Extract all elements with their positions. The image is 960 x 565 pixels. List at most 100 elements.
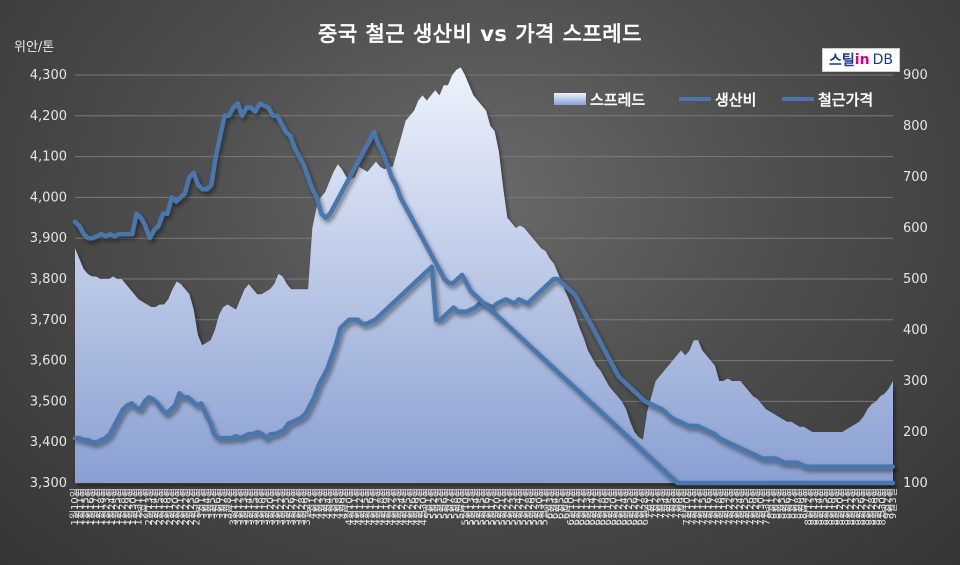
legend-spread-swatch — [554, 93, 586, 105]
x-tick-label: 3월18일 — [254, 488, 266, 526]
x-tick-label: 5월23일 — [507, 488, 519, 526]
x-tick-label: 6월26일 — [628, 488, 640, 526]
x-tick-label: 6월6일 — [560, 488, 572, 519]
x-tick-label: 6월5일 — [555, 488, 567, 519]
x-tick-label: 3월27일 — [291, 488, 303, 526]
x-tick-label: 4월19일 — [380, 488, 392, 526]
x-tick-label: 7월24일 — [734, 488, 746, 526]
x-tick-label: 1월11일 — [74, 488, 86, 526]
x-tick-label: 8월21일 — [840, 488, 852, 526]
x-tick-label: 2월13일 — [143, 488, 155, 526]
left-tick-label: 3,800 — [30, 272, 67, 287]
x-tick-label: 5월13일 — [465, 488, 477, 526]
x-tick-label: 8월8일 — [792, 488, 804, 519]
x-tick-label: 8월9일 — [797, 488, 809, 519]
x-tick-label: 2월1일 — [138, 488, 150, 519]
x-tick-label: 5월22일 — [502, 488, 514, 526]
x-tick-label: 7월29일 — [750, 488, 762, 526]
x-tick-label: 4월24일 — [396, 488, 408, 526]
x-tick-label: 1월17일 — [90, 488, 102, 526]
x-tick-label: 6월10일 — [565, 488, 577, 526]
x-tick-label: 3월11일 — [227, 488, 239, 526]
x-tick-label: 3월20일 — [264, 488, 276, 526]
x-tick-label: 6월24일 — [618, 488, 630, 526]
x-tick-label: 7월26일 — [745, 488, 757, 526]
x-tick-label: 8월20일 — [834, 488, 846, 526]
x-tick-label: 5월29일 — [528, 488, 540, 526]
x-tick-label: 7월5일 — [665, 488, 677, 519]
right-tick-label: 400 — [903, 323, 928, 338]
left-tick-label: 3,900 — [30, 231, 67, 246]
x-tick-label: 3월8일 — [222, 488, 234, 519]
x-tick-label: 1월28일 — [116, 488, 128, 526]
x-tick-label: 7월31일 — [760, 488, 772, 526]
price-line — [72, 101, 896, 486]
x-tick-label: 8월29일 — [871, 488, 883, 526]
x-tick-label: 7월10일 — [681, 488, 693, 526]
x-tick-label: 6월18일 — [597, 488, 609, 526]
x-tick-label: 7월11일 — [686, 488, 698, 526]
x-tick-label: 1월18일 — [95, 488, 107, 526]
left-tick-label: 4,300 — [30, 68, 67, 83]
x-tick-label: 6월12일 — [576, 488, 588, 526]
x-tick-label: 5월8일 — [449, 488, 461, 519]
x-tick-label: 1월15일 — [80, 488, 92, 526]
x-tick-label: 1월30일 — [127, 488, 139, 526]
x-tick-label: 7월23일 — [729, 488, 741, 526]
x-tick-label: 3월22일 — [275, 488, 287, 526]
x-tick-label: 4월30일 — [417, 488, 429, 526]
x-tick-label: 4월8일 — [333, 488, 345, 519]
x-tick-label: 6월25일 — [623, 488, 635, 526]
x-tick-label: 3월29일 — [301, 488, 313, 526]
x-tick-label: 3월28일 — [296, 488, 308, 526]
x-tick-label: 3월4일 — [201, 488, 213, 519]
x-tick-label: 2월26일 — [190, 488, 202, 526]
x-tick-label: 5월24일 — [512, 488, 524, 526]
x-tick-label: 7월1일 — [644, 488, 656, 519]
x-tick-label: 3월13일 — [238, 488, 250, 526]
x-tick-label: 7월19일 — [718, 488, 730, 526]
x-tick-label: 6월19일 — [602, 488, 614, 526]
x-tick-label: 3월26일 — [285, 488, 297, 526]
x-tick-label: 5월3일 — [433, 488, 445, 519]
left-tick-label: 3,600 — [30, 354, 67, 369]
x-tick-label: 1월25일 — [111, 488, 123, 526]
right-tick-label: 700 — [903, 170, 928, 185]
x-tick-label: 3월25일 — [280, 488, 292, 526]
x-tick-label: 1월16일 — [85, 488, 97, 526]
x-tick-label: 8월6일 — [781, 488, 793, 519]
x-tick-label: 5월28일 — [523, 488, 535, 526]
x-tick-label: 4월4일 — [322, 488, 334, 519]
x-tick-label: 7월4일 — [660, 488, 672, 519]
left-tick-label: 3,500 — [30, 394, 67, 409]
x-tick-label: 4월18일 — [375, 488, 387, 526]
x-tick-label: 4월5일 — [328, 488, 340, 519]
x-tick-label: 7월15일 — [697, 488, 709, 526]
x-tick-label: 2월25일 — [185, 488, 197, 526]
x-tick-label: 4월12일 — [354, 488, 366, 526]
x-tick-label: 7월22일 — [723, 488, 735, 526]
x-tick-label: 5월15일 — [475, 488, 487, 526]
x-tick-label: 8월23일 — [850, 488, 862, 526]
x-tick-label: 4월3일 — [317, 488, 329, 519]
x-tick-label: 9월2일 — [882, 488, 894, 519]
x-tick-label: 4월16일 — [365, 488, 377, 526]
x-tick-label: 3월5일 — [206, 488, 218, 519]
x-tick-label: 5월1일 — [423, 488, 435, 519]
x-tick-label: 6월17일 — [591, 488, 603, 526]
x-tick-label: 8월7일 — [787, 488, 799, 519]
x-tick-label: 7월16일 — [702, 488, 714, 526]
chart-title: 중국 철근 생산비 vs 가격 스프레드 — [318, 22, 642, 46]
legend-spread-label: 스프레드 — [590, 91, 645, 109]
x-tick-label: 3월19일 — [259, 488, 271, 526]
left-tick-label: 4,200 — [30, 109, 67, 124]
x-tick-label: 6월11일 — [570, 488, 582, 526]
right-tick-label: 900 — [903, 68, 928, 83]
x-tick-label: 5월21일 — [496, 488, 508, 526]
x-tick-label: 2월14일 — [148, 488, 160, 526]
spread-area — [75, 67, 893, 483]
x-tick-label: 7월2일 — [650, 488, 662, 519]
x-tick-label: 3월15일 — [248, 488, 260, 526]
